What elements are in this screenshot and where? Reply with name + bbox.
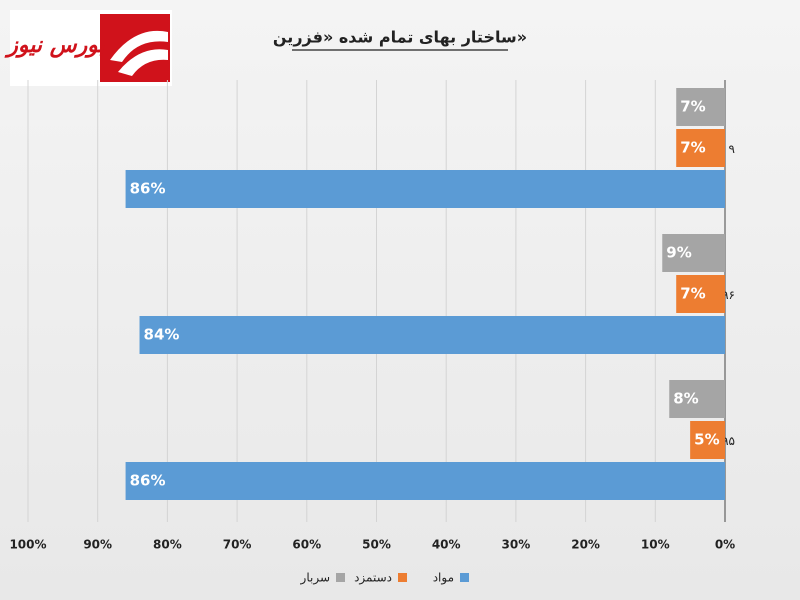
x-tick-label: 30% [502, 538, 531, 552]
x-tick-label: 100% [9, 538, 46, 552]
legend-swatch [398, 573, 407, 582]
legend-label: دستمزد [354, 571, 392, 586]
legend-label: مواد [433, 571, 454, 586]
bar [125, 462, 725, 500]
bar [139, 316, 725, 354]
bar [676, 129, 725, 167]
bar [690, 421, 725, 459]
data-label: 5% [694, 431, 719, 449]
x-tick-label: 50% [362, 538, 391, 552]
logo: بورس نیوز [4, 10, 172, 86]
data-label: 9% [666, 244, 691, 262]
data-label: 84% [144, 326, 180, 344]
bar [676, 88, 725, 126]
x-tick-label: 40% [432, 538, 461, 552]
data-label: 8% [673, 390, 698, 408]
legend-swatch [460, 573, 469, 582]
x-tick-label: 80% [153, 538, 182, 552]
x-tick-label: 90% [83, 538, 112, 552]
legend-label: سربار [300, 571, 330, 586]
data-label: 86% [130, 472, 166, 490]
data-label: 7% [680, 139, 705, 157]
bar [669, 380, 725, 418]
chart-title: ساختار بهای تمام شده «فزرین» [273, 28, 527, 47]
y-tick-label: ۹۶ [722, 288, 735, 302]
logo-swoosh [110, 30, 168, 76]
x-tick-label: 20% [571, 538, 600, 552]
legend-swatch [336, 573, 345, 582]
x-tick-label: 70% [223, 538, 252, 552]
data-label: 7% [680, 98, 705, 116]
y-tick-label: ۹۵ [722, 434, 735, 448]
x-tick-label: 60% [292, 538, 321, 552]
x-tick-label: 0% [715, 538, 735, 552]
data-label: 7% [680, 285, 705, 303]
bar [125, 170, 725, 208]
logo-text: بورس نیوز [4, 33, 105, 58]
bar [676, 275, 725, 313]
x-tick-label: 10% [641, 538, 670, 552]
bar [662, 234, 725, 272]
data-label: 86% [130, 180, 166, 198]
